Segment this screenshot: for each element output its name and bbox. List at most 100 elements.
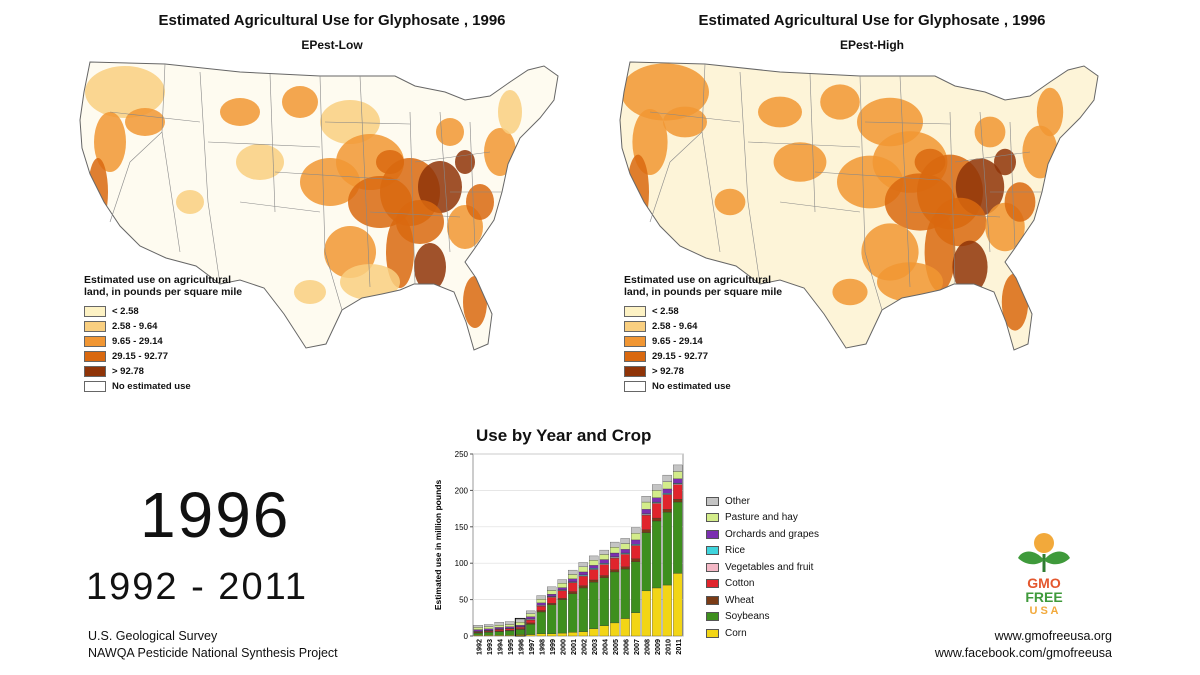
legend-swatch xyxy=(624,351,646,362)
bar-segment xyxy=(578,587,588,632)
bar-segment xyxy=(547,590,557,595)
bar-segment xyxy=(578,562,588,567)
map-left-legend: Estimated use on agricultural land, in p… xyxy=(84,274,244,394)
chart-legend-item: Other xyxy=(706,493,819,510)
credit-line-usgs: U.S. Geological Survey xyxy=(88,629,218,643)
bar-segment xyxy=(557,597,567,600)
bar-segment xyxy=(673,484,683,500)
bar-segment xyxy=(578,566,588,573)
y-tick-label: 100 xyxy=(455,559,469,568)
bar-segment xyxy=(536,610,546,613)
bar-segment xyxy=(536,595,546,600)
bar-segment xyxy=(610,557,620,570)
x-tick-label: 1999 xyxy=(548,639,557,655)
bar-segment xyxy=(662,488,672,494)
intensity-region xyxy=(294,280,326,304)
legend-label: 9.65 - 29.14 xyxy=(112,336,163,347)
legend-item: < 2.58 xyxy=(84,304,244,319)
intensity-region xyxy=(85,66,165,118)
intensity-region xyxy=(282,86,318,118)
legend-label: > 92.78 xyxy=(652,366,684,377)
bar-segment xyxy=(568,578,578,582)
bar-segment xyxy=(568,582,578,592)
bar-segment xyxy=(557,583,567,588)
intensity-region xyxy=(952,240,988,294)
facebook-link[interactable]: www.facebook.com/gmofreeusa xyxy=(934,646,1112,660)
bar-segment xyxy=(526,610,536,614)
chart-legend-label: Corn xyxy=(725,627,747,639)
intensity-region xyxy=(376,150,404,174)
bar-segment xyxy=(505,624,515,627)
bar-segment xyxy=(578,571,588,575)
x-tick-label: 2003 xyxy=(590,639,599,655)
intensity-region xyxy=(418,161,462,213)
intensity-region xyxy=(94,112,126,172)
legend-item: 29.15 - 92.77 xyxy=(624,349,784,364)
chart-legend-swatch xyxy=(706,546,719,556)
x-tick-label: 1996 xyxy=(516,639,525,655)
chart-legend-item: Wheat xyxy=(706,592,819,609)
legend-item: 2.58 - 9.64 xyxy=(84,319,244,334)
intensity-region xyxy=(463,276,487,328)
bar-segment xyxy=(610,541,620,548)
bar-segment xyxy=(631,527,641,534)
bar-segment xyxy=(599,575,609,578)
bar-segment xyxy=(620,538,630,544)
y-tick-label: 200 xyxy=(455,486,469,495)
bar-segment xyxy=(568,591,578,594)
bar-segment xyxy=(641,515,651,530)
bar-segment xyxy=(620,549,630,554)
intensity-region xyxy=(832,278,868,306)
bar-segment xyxy=(673,498,683,503)
x-tick-label: 1998 xyxy=(537,639,546,655)
current-year: 1996 xyxy=(140,479,291,551)
legend-swatch xyxy=(624,336,646,347)
map-right-epest-high xyxy=(619,61,1099,351)
bar-segment xyxy=(536,611,546,634)
legend-swatch xyxy=(84,381,106,392)
bar-segment xyxy=(547,633,557,637)
legend-label: < 2.58 xyxy=(652,306,679,317)
intensity-region xyxy=(125,108,165,136)
legend-swatch xyxy=(84,351,106,362)
intensity-region xyxy=(820,84,860,120)
intensity-region xyxy=(773,142,827,182)
chart-legend-label: Rice xyxy=(725,545,746,557)
x-tick-label: 2011 xyxy=(674,639,683,655)
map-left-title: Estimated Agricultural Use for Glyphosat… xyxy=(158,12,506,29)
bar-segment xyxy=(641,501,651,510)
bar-segment xyxy=(568,569,578,575)
bar-segment xyxy=(610,622,620,637)
bar-segment xyxy=(515,619,525,623)
map-left-intensity-blobs xyxy=(85,66,522,328)
chart-legend-label: Cotton xyxy=(725,578,755,590)
legend-swatch xyxy=(84,366,106,377)
bar-segment xyxy=(484,632,494,636)
bar-segment xyxy=(515,629,525,635)
bar-segment xyxy=(589,628,599,637)
legend-swatch xyxy=(84,306,106,317)
chart-legend-item: Vegetables and fruit xyxy=(706,559,819,576)
map-left-subtitle: EPest-Low xyxy=(301,38,363,52)
x-tick-label: 2004 xyxy=(600,639,609,655)
bar-segment xyxy=(652,503,662,519)
website-link[interactable]: www.gmofreeusa.org xyxy=(994,629,1112,643)
chart-legend-swatch xyxy=(706,595,719,605)
gmo-free-logo-text: GMO FREE U S A xyxy=(1025,575,1063,617)
us-outline xyxy=(79,61,559,351)
us-outline xyxy=(619,61,1099,351)
bar-segment xyxy=(662,584,672,637)
legend-label: 29.15 - 92.77 xyxy=(112,351,168,362)
intensity-region xyxy=(714,188,746,216)
legend-title: Estimated use on agricultural land, in p… xyxy=(624,274,783,298)
bar-segment xyxy=(631,545,641,559)
bar-segment xyxy=(610,552,620,557)
bar-segment xyxy=(578,576,588,586)
bar-segment xyxy=(578,585,588,589)
bar-segment xyxy=(652,517,662,522)
legend-label: No estimated use xyxy=(652,381,731,392)
bar-segment xyxy=(631,558,641,562)
intensity-region xyxy=(88,158,108,226)
x-tick-label: 2002 xyxy=(579,639,588,655)
